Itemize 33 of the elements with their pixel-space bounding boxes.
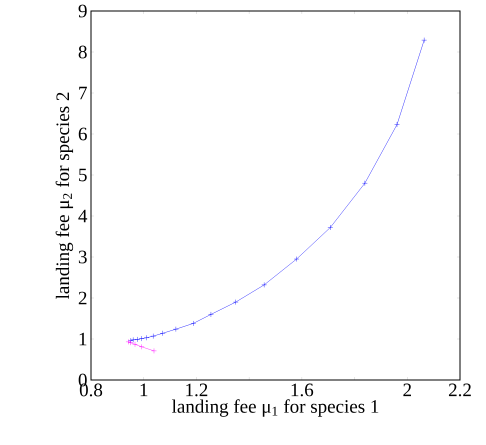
point [150,333,156,339]
point [294,256,300,262]
point [160,330,166,336]
point [173,326,179,332]
y-tick-label: 8 [78,46,87,58]
y-tick-label: 7 [79,86,87,100]
y-tick-label: 2 [78,292,86,304]
x-axis-title: landing fee μ$_{1}$ for species 1 [172,399,378,417]
point [362,180,368,186]
y-axis-title: landing fee μ$_{2}$ for species 2 [56,92,74,300]
y-tick-label: 3 [78,250,87,264]
point [328,224,334,230]
y-tick-label: 1 [80,332,86,346]
point [261,282,267,288]
point [233,299,238,305]
y-tick-label: 6 [78,128,87,140]
x-tick-label: 1.6 [292,384,314,396]
point [151,348,157,354]
x-tick-label: 1 [140,384,148,396]
x-tick-label: 2 [403,384,411,396]
point [134,336,140,342]
y-tick-label: 4 [78,210,88,222]
point [394,122,400,128]
point [208,312,214,318]
x-tick-label: 1.2 [186,384,208,396]
point [144,335,150,340]
y-tick-label: 9 [78,4,87,18]
x-tick-label: 2.2 [448,384,471,396]
point [190,320,196,326]
point [138,344,144,350]
point [138,336,144,342]
point [421,37,427,43]
y-tick-label: 5 [79,168,87,182]
